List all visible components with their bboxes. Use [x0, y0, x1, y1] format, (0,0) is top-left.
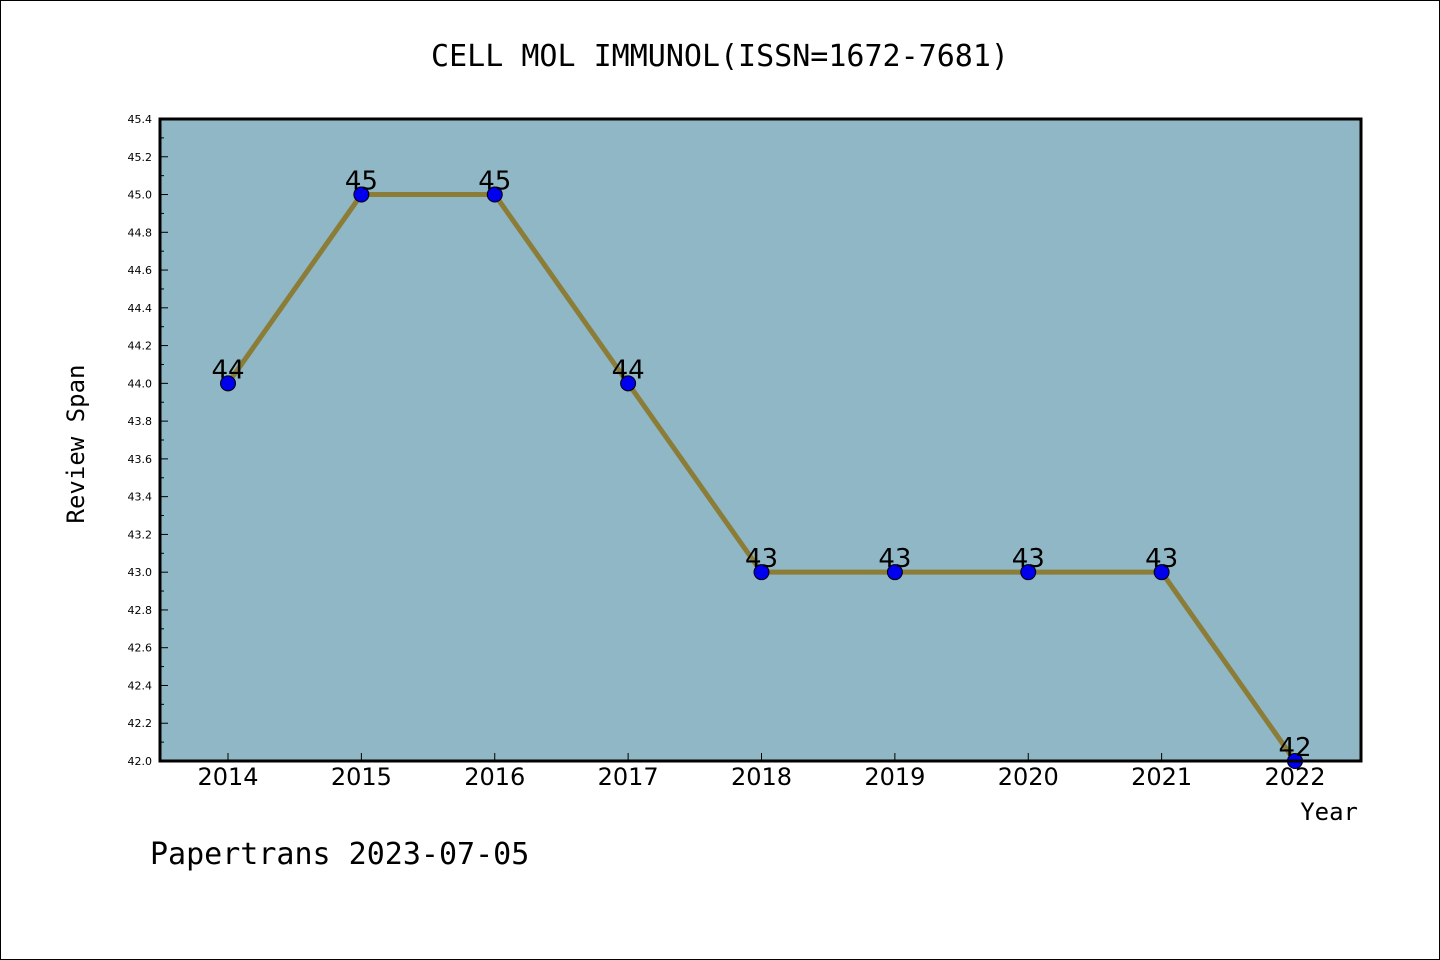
y-tick-label: 45.2: [128, 151, 153, 164]
data-point: [1153, 564, 1170, 581]
x-tick-label: 2021: [1131, 763, 1192, 791]
y-tick-label: 44.0: [128, 377, 153, 390]
x-tick-label: 2014: [197, 763, 258, 791]
series-group: 44 45 45 44 43 43 43 43 42: [211, 167, 1312, 769]
y-tick-label: 44.8: [128, 226, 153, 239]
x-axis: 2014 2015 2016 2017 2018 2019 2020 2021 2022: [197, 753, 1326, 791]
y-tick-label: 45.0: [128, 189, 153, 202]
data-label: 44: [211, 355, 244, 385]
y-tick-label: 42.6: [128, 642, 153, 655]
plot-border: [158, 117, 1363, 763]
chart-title: CELL MOL IMMUNOL(ISSN=1672-7681): [431, 39, 1009, 74]
x-tick-label: 2015: [331, 763, 392, 791]
x-tick-label: 2018: [731, 763, 792, 791]
data-point: [486, 186, 503, 203]
data-label: 45: [478, 167, 511, 197]
y-tick-label: 44.2: [128, 340, 153, 353]
y-tick-label: 42.0: [128, 755, 153, 768]
data-label: 43: [745, 544, 778, 574]
y-tick-label: 42.4: [128, 679, 153, 692]
data-point: [220, 375, 236, 392]
data-label: 43: [878, 544, 911, 574]
data-point: [1020, 564, 1037, 581]
x-tick-label: 2020: [998, 763, 1059, 791]
y-tick-label: 42.8: [128, 604, 153, 617]
data-label: 45: [345, 167, 378, 197]
x-tick-label: 2017: [598, 763, 659, 791]
footer-credit: Papertrans 2023-07-05: [150, 837, 529, 872]
data-label: 42: [1278, 733, 1311, 763]
data-point: [886, 564, 903, 581]
y-axis-label: Review Span: [62, 365, 90, 524]
y-tick-label: 43.2: [128, 528, 153, 541]
data-label: 44: [612, 355, 645, 385]
x-axis-label: Year: [1300, 798, 1358, 826]
y-tick-label: 44.6: [128, 264, 153, 277]
y-tick-label: 43.6: [128, 453, 153, 466]
y-tick-label: 44.4: [128, 302, 153, 315]
data-point: [353, 186, 370, 203]
y-tick-label: 43.8: [128, 415, 153, 428]
x-tick-label: 2019: [864, 763, 925, 791]
data-point: [753, 564, 770, 581]
data-point: [620, 375, 637, 392]
plot-area: [160, 119, 1361, 761]
y-tick-label: 45.4: [128, 113, 153, 126]
x-tick-label: 2016: [464, 763, 525, 791]
y-tick-label: 43.0: [128, 566, 153, 579]
data-label: 43: [1012, 544, 1045, 574]
y-tick-label: 42.2: [128, 717, 153, 730]
data-label: 43: [1145, 544, 1178, 574]
y-tick-label: 43.4: [128, 491, 153, 504]
